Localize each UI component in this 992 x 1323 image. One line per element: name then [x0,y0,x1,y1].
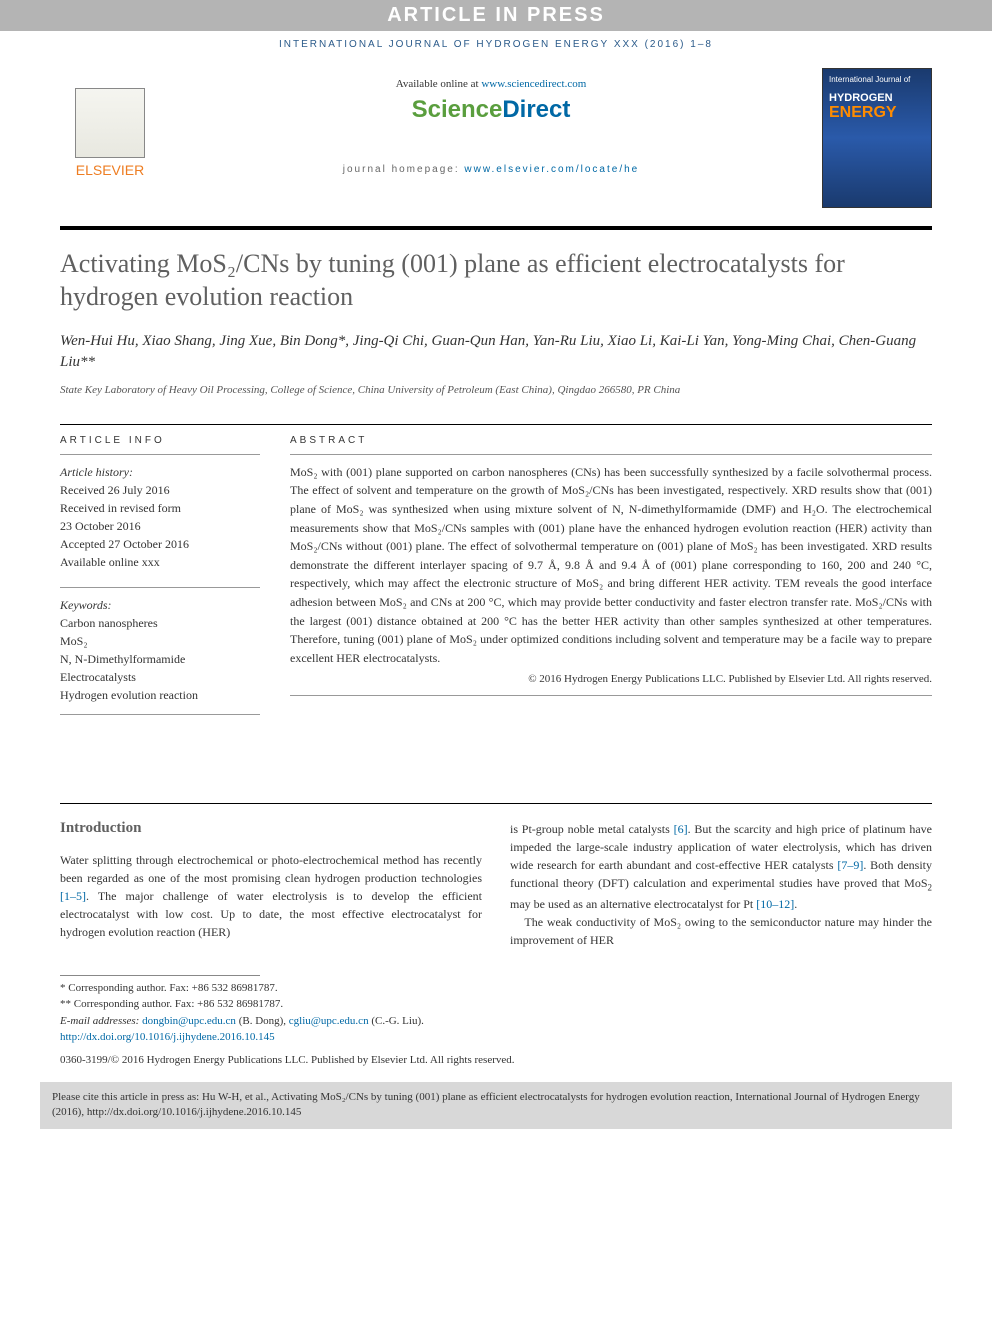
keyword-5: Hydrogen evolution reaction [60,686,260,704]
email-2-who: (C.-G. Liu). [369,1015,424,1027]
article-title: Activating MoS₂/CNs by tuning (001) plan… [60,248,932,313]
keywords-block: Keywords: Carbon nanospheres MoS₂ N, N-D… [60,596,260,704]
keyword-4: Electrocatalysts [60,668,260,686]
abstract-head: ABSTRACT [290,435,932,446]
homepage-link[interactable]: www.elsevier.com/locate/he [464,164,639,175]
elsevier-logo: ELSEVIER [60,68,160,178]
title-block: Activating MoS₂/CNs by tuning (001) plan… [0,230,992,408]
received-date: Received 26 July 2016 [60,481,260,499]
abstract-rule-bottom [290,695,932,696]
doi-link[interactable]: http://dx.doi.org/10.1016/j.ijhydene.201… [60,1031,275,1043]
abstract-rule [290,454,932,455]
cover-hydrogen: HYDROGEN [829,92,925,104]
intro-paragraph-right: is Pt-group noble metal catalysts [6]. B… [510,820,932,949]
journal-citation-line: INTERNATIONAL JOURNAL OF HYDROGEN ENERGY… [0,31,992,58]
journal-cover-thumbnail: International Journal of HYDROGEN ENERGY [822,68,932,208]
article-history: Article history: Received 26 July 2016 R… [60,463,260,571]
ref-7-9-link[interactable]: [7–9] [837,858,863,872]
keyword-1: Carbon nanospheres [60,614,260,632]
abstract-text: MoS₂ with (001) plane supported on carbo… [290,463,932,668]
history-label: Article history: [60,463,260,481]
corresponding-2: ** Corresponding author. Fax: +86 532 86… [60,996,932,1013]
affiliation: State Key Laboratory of Heavy Oil Proces… [60,383,932,398]
homepage-label: journal homepage: [343,164,465,175]
article-in-press-banner: ARTICLE IN PRESS [0,0,992,31]
article-info-head: ARTICLE INFO [60,435,260,446]
elsevier-tree-icon [75,88,145,158]
info-abstract-row: ARTICLE INFO Article history: Received 2… [0,425,992,743]
article-info-column: ARTICLE INFO Article history: Received 2… [60,435,260,723]
available-label: Available online at [396,78,482,90]
citation-box: Please cite this article in press as: Hu… [40,1082,952,1129]
available-online-line: Available online at www.sciencedirect.co… [180,78,802,90]
sciencedirect-logo: ScienceDirect [180,96,802,124]
sd-science: Science [412,96,503,123]
keyword-2: MoS₂ [60,632,260,650]
info-rule-1 [60,454,260,455]
corresponding-1: * Corresponding author. Fax: +86 532 869… [60,980,932,997]
abstract-column: ABSTRACT MoS₂ with (001) plane supported… [290,435,932,723]
journal-homepage-line: journal homepage: www.elsevier.com/locat… [180,164,802,175]
intro-paragraph-2: The weak conductivity of MoS₂ owing to t… [510,913,932,949]
author-list: Wen-Hui Hu, Xiao Shang, Jing Xue, Bin Do… [60,331,932,373]
email-1-link[interactable]: dongbin@upc.edu.cn [142,1015,236,1027]
header-block: ELSEVIER Available online at www.science… [0,58,992,218]
intro-paragraph-left: Water splitting through electrochemical … [60,851,482,941]
revised-line-2: 23 October 2016 [60,517,260,535]
email-line: E-mail addresses: dongbin@upc.edu.cn (B.… [60,1013,932,1030]
sd-direct: Direct [502,96,570,123]
ref-1-5-link[interactable]: [1–5] [60,889,86,903]
footnotes: * Corresponding author. Fax: +86 532 869… [0,976,992,1052]
issn-copyright-line: 0360-3199/© 2016 Hydrogen Energy Publica… [0,1052,992,1074]
email-2-link[interactable]: cgliu@upc.edu.cn [289,1015,369,1027]
email-label: E-mail addresses: [60,1015,142,1027]
body-col-left: Introduction Water splitting through ele… [60,820,482,949]
revised-line-1: Received in revised form [60,499,260,517]
introduction-heading: Introduction [60,820,482,837]
keyword-3: N, N-Dimethylformamide [60,650,260,668]
body-columns: Introduction Water splitting through ele… [0,804,992,959]
keywords-label: Keywords: [60,596,260,614]
ref-6-link[interactable]: [6] [674,822,688,836]
accepted-date: Accepted 27 October 2016 [60,535,260,553]
cover-small-text: International Journal of [829,75,925,84]
ref-10-12-link[interactable]: [10–12] [756,897,794,911]
body-col-right: is Pt-group noble metal catalysts [6]. B… [510,820,932,949]
elsevier-text: ELSEVIER [76,162,144,178]
abstract-copyright: © 2016 Hydrogen Energy Publications LLC.… [290,673,932,685]
info-rule-3 [60,714,260,715]
email-1-who: (B. Dong), [236,1015,289,1027]
online-date: Available online xxx [60,553,260,571]
info-rule-2 [60,587,260,588]
cover-energy: ENERGY [829,104,925,122]
header-center: Available online at www.sciencedirect.co… [180,68,802,175]
sciencedirect-link[interactable]: www.sciencedirect.com [481,78,586,90]
